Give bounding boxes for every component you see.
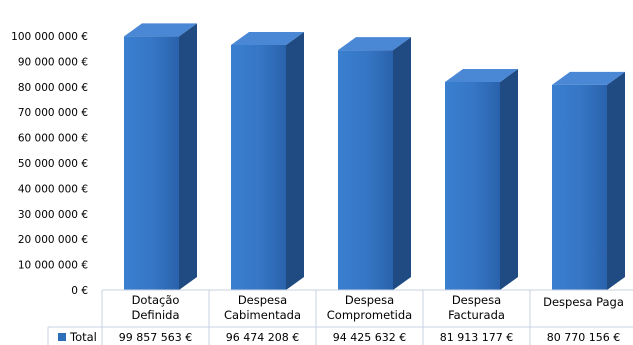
bar-front <box>552 84 607 290</box>
bar-front <box>124 36 179 291</box>
bar-1 <box>124 23 197 291</box>
x-category-label: Definida <box>131 308 179 322</box>
data-value-label: 80 770 156 € <box>547 331 620 344</box>
data-value-label: 81 913 177 € <box>440 331 513 344</box>
x-category-label: Dotação <box>132 293 180 307</box>
y-tick-label: 0 € <box>71 285 88 297</box>
legend-swatch <box>58 333 66 341</box>
bars <box>124 23 625 291</box>
bar-side <box>393 37 411 291</box>
y-tick-label: 70 000 000 € <box>18 107 88 119</box>
y-tick-label: 10 000 000 € <box>18 260 88 272</box>
bar-3 <box>338 37 411 291</box>
bar-side <box>286 31 304 291</box>
data-value-label: 94 425 632 € <box>333 331 406 344</box>
bar-top <box>445 68 518 82</box>
y-tick-label: 40 000 000 € <box>18 183 88 195</box>
bar-top <box>338 37 411 51</box>
bar-side <box>607 71 625 290</box>
x-category-label: Despesa <box>345 293 394 307</box>
bar-top <box>124 23 197 37</box>
bar-side <box>179 23 197 291</box>
bar-front <box>338 50 393 291</box>
bar-5 <box>552 71 625 290</box>
x-category-label: Despesa <box>238 293 287 307</box>
bar-front <box>445 81 500 291</box>
y-tick-label: 80 000 000 € <box>18 82 88 94</box>
x-category-label: Despesa <box>452 293 501 307</box>
y-axis: 0 € 10 000 000 € 20 000 000 € 30 000 000 € 4… <box>11 31 88 297</box>
legend-label: Total <box>69 330 97 344</box>
y-tick-label: 50 000 000 € <box>18 158 88 170</box>
bar-front <box>231 44 286 291</box>
data-table: DotaçãoDefinidaDespesaCabimentadaDespesa… <box>47 289 633 345</box>
x-category-label: Comprometida <box>327 308 412 322</box>
x-category-label: Facturada <box>448 308 505 322</box>
y-tick-label: 20 000 000 € <box>18 234 88 246</box>
bar-top <box>552 71 625 85</box>
bar-side <box>500 68 518 291</box>
data-value-label: 99 857 563 € <box>119 331 192 344</box>
bar-4 <box>445 68 518 291</box>
data-value-label: 96 474 208 € <box>226 331 299 344</box>
x-category-label: Cabimentada <box>224 308 301 322</box>
y-tick-label: 60 000 000 € <box>18 133 88 145</box>
bar-top <box>231 31 304 45</box>
y-tick-label: 30 000 000 € <box>18 209 88 221</box>
y-tick-label: 90 000 000 € <box>18 56 88 68</box>
bar-2 <box>231 31 304 291</box>
y-tick-label: 100 000 000 € <box>11 31 88 43</box>
x-category-label: Despesa Paga <box>543 295 624 309</box>
